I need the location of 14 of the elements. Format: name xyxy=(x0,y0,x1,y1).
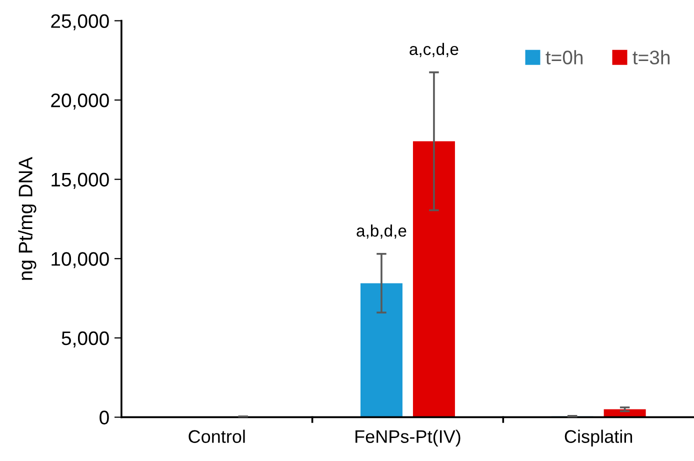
y-tick-label: 15,000 xyxy=(52,172,109,189)
x-tick-label: Control xyxy=(188,430,245,443)
y-tick-label: 5,000 xyxy=(62,331,109,348)
y-tick-label: 0 xyxy=(100,410,109,424)
y-tick-label: 25,000 xyxy=(51,14,109,30)
annotation: a,b,d,e xyxy=(356,224,406,239)
x-tick-label: FeNPs-Pt(IV) xyxy=(356,430,460,447)
legend-label: t=0h xyxy=(546,50,583,64)
y-tick-label: 20,000 xyxy=(51,94,109,110)
legend-label: t=3h xyxy=(632,50,670,64)
y-tick-label: 10,000 xyxy=(52,252,109,268)
y-axis-title: ng Pt/mg DNA xyxy=(18,156,36,280)
annotation: a,c,d,e xyxy=(410,42,458,58)
x-tick-label: Cisplatin xyxy=(564,430,632,447)
